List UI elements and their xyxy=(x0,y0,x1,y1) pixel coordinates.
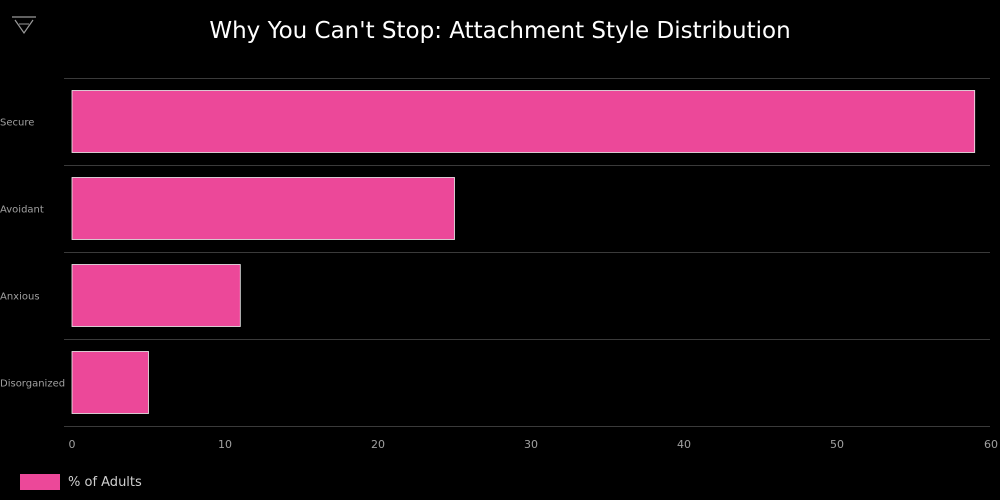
legend-label: % of Adults xyxy=(68,474,142,490)
bar-disorganized xyxy=(71,351,149,414)
x-tick-label: 50 xyxy=(830,438,844,451)
bar-avoidant xyxy=(71,177,455,240)
category-label: Secure xyxy=(0,118,34,129)
x-tick-label: 30 xyxy=(524,438,538,451)
chart-title: Why You Can't Stop: Attachment Style Dis… xyxy=(209,18,791,44)
category-label: Avoidant xyxy=(0,205,44,216)
bar-secure xyxy=(71,90,976,153)
legend[interactable]: % of Adults xyxy=(20,474,142,490)
legend-swatch xyxy=(20,474,60,490)
x-tick-label: 60 xyxy=(984,438,998,451)
category-label: Disorganized xyxy=(0,379,65,390)
x-tick-label: 20 xyxy=(371,438,385,451)
triangle-logo-icon xyxy=(12,16,36,35)
category-label: Anxious xyxy=(0,292,40,303)
x-tick-label: 0 xyxy=(69,438,76,451)
x-tick-label: 40 xyxy=(677,438,691,451)
bar-anxious xyxy=(71,264,241,327)
x-tick-label: 10 xyxy=(218,438,232,451)
